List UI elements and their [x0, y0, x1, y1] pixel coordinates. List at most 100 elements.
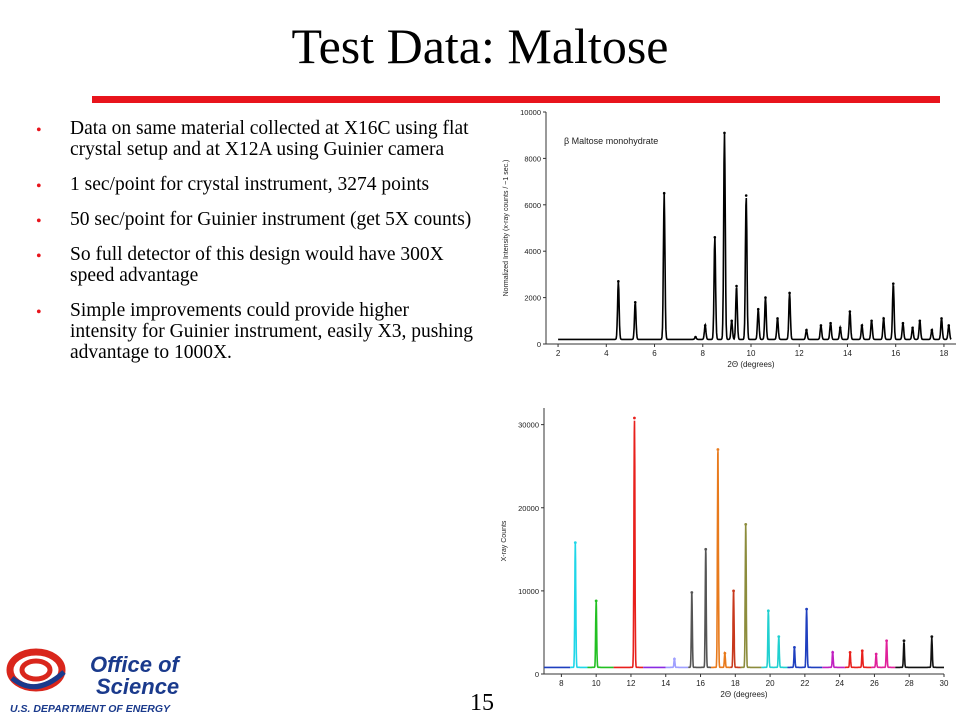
x-tick-label: 14 — [843, 349, 852, 358]
diffraction-segment-line — [844, 650, 871, 669]
peak-point — [633, 300, 637, 304]
peak-point — [703, 324, 707, 327]
peak-point — [704, 547, 708, 551]
x-axis-label: 2Θ (degrees) — [727, 360, 774, 369]
peak-point — [874, 652, 878, 656]
x-tick-label: 8 — [559, 679, 564, 688]
bullet-list: • Data on same material collected at X16C… — [36, 118, 476, 377]
bullet-item: • Simple improvements could provide highe… — [36, 300, 476, 363]
guinier-diffraction-chart: 8 10 12 14 16 18 20 22 24 26 28 30 0 10000 20000 30000 2… — [501, 408, 949, 699]
diffraction-segment-line — [688, 550, 711, 669]
x-tick-label: 16 — [891, 349, 900, 358]
peak-point — [716, 448, 720, 451]
x-tick-label: 24 — [835, 679, 844, 688]
peak-point — [793, 646, 796, 649]
diffraction-segment-line — [895, 636, 944, 669]
office-of-science-logo: Office of Science U.S. DEPARTMENT OF ENE… — [6, 648, 182, 715]
diffraction-segment-line — [613, 420, 644, 669]
peak-point — [860, 324, 864, 327]
peak-point — [940, 317, 943, 320]
x-tick-label: 4 — [604, 349, 609, 358]
peak-point — [744, 522, 748, 526]
diffraction-segment-line — [730, 590, 741, 669]
diffraction-series-line — [558, 132, 952, 341]
peak-point — [723, 131, 726, 135]
x-tick-label: 18 — [731, 679, 740, 688]
bullet-item: • 50 sec/point for Guinier instrument (ge… — [36, 209, 476, 230]
peak-point — [633, 416, 636, 420]
x-tick-label: 10 — [592, 679, 601, 688]
peak-point — [918, 319, 922, 323]
diffraction-segment-line — [711, 451, 731, 669]
y-tick-label: 30000 — [518, 421, 539, 430]
x-tick-label: 30 — [940, 679, 949, 688]
logo-doe-text: U.S. DEPARTMENT OF ENERGY — [10, 703, 171, 715]
peak-point — [891, 282, 895, 285]
diffraction-segment-line — [871, 640, 896, 669]
logo-swirl-icon — [6, 648, 66, 692]
diffraction-segment-line — [740, 524, 762, 669]
bullet-dot-icon: • — [36, 213, 42, 230]
y-axis-label: Normalized Intensity (x-ray counts / ~1 … — [503, 160, 510, 297]
peak-point — [764, 296, 767, 299]
x-tick-label: 22 — [800, 679, 809, 688]
peak-point — [617, 280, 620, 283]
x-tick-label: 6 — [652, 349, 657, 358]
x-tick-label: 18 — [939, 349, 948, 358]
peak-point — [735, 284, 738, 288]
x-tick-label: 12 — [795, 349, 804, 358]
bullet-dot-icon: • — [36, 178, 42, 195]
y-tick-label: 2000 — [524, 294, 541, 303]
x-tick-label: 2 — [556, 349, 561, 358]
x-tick-label: 8 — [701, 349, 706, 358]
diffraction-segment-line — [665, 656, 689, 669]
bullet-text: So full detector of this design would ha… — [70, 244, 444, 286]
peak-point — [838, 326, 842, 330]
bullet-text: Data on same material collected at X16C … — [70, 118, 469, 160]
peak-point — [829, 321, 832, 325]
peak-point — [860, 649, 864, 653]
diffraction-segment-line — [787, 609, 823, 669]
x-tick-label: 28 — [905, 679, 914, 688]
peak-point — [947, 324, 951, 327]
maltose-crystal-diffraction-chart: 2 4 6 8 10 12 14 16 18 0 2000 4000 6000 8000 10000 2Θ (… — [503, 108, 956, 369]
peak-point — [573, 541, 577, 545]
peak-point — [730, 319, 734, 323]
peak-point — [777, 635, 781, 638]
x-tick-label: 12 — [627, 679, 636, 688]
peak-point — [930, 328, 934, 332]
y-tick-label: 10000 — [520, 108, 541, 117]
peak-point — [594, 599, 598, 603]
diffraction-segment-line — [761, 610, 788, 669]
bullet-dot-icon: • — [36, 248, 42, 265]
peak-point — [713, 235, 717, 239]
peak-point — [776, 317, 779, 320]
peak-point — [690, 591, 694, 594]
y-tick-label: 6000 — [524, 201, 541, 210]
y-tick-label: 8000 — [524, 154, 541, 163]
x-tick-label: 10 — [747, 349, 756, 358]
y-tick-label: 0 — [535, 670, 539, 679]
bullet-item: • Data on same material collected at X16C… — [36, 118, 476, 160]
logo-science-text: Science — [96, 674, 179, 699]
peak-point — [848, 310, 852, 313]
peak-point — [902, 639, 906, 643]
bullet-item: • 1 sec/point for crystal instrument, 327… — [36, 174, 476, 195]
bullet-dot-icon: • — [36, 304, 42, 321]
chart-annotation: β Maltose monohydrate — [564, 136, 658, 146]
x-tick-label: 26 — [870, 679, 879, 688]
peak-point — [673, 657, 676, 661]
bullet-dot-icon: • — [36, 122, 42, 139]
bullet-item: • So full detector of this design would h… — [36, 244, 476, 286]
diffraction-segment-line — [822, 650, 845, 669]
peak-point — [788, 291, 791, 295]
peak-point — [848, 650, 852, 654]
peak-point — [819, 324, 823, 327]
peak-point — [723, 651, 727, 655]
peak-point — [911, 326, 914, 330]
logo-office-of-text: Office of — [90, 652, 182, 677]
y-tick-label: 10000 — [518, 587, 539, 596]
peak-point — [885, 639, 889, 643]
y-axis-label: X-ray Counts — [501, 520, 508, 561]
peak-point — [805, 328, 808, 332]
